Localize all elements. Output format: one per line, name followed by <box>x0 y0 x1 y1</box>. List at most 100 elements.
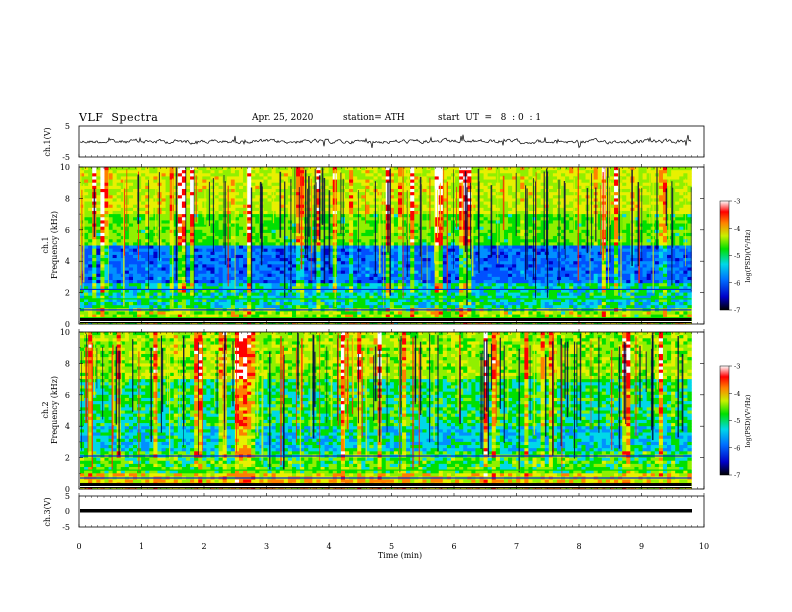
spectrogram-cell <box>141 248 146 253</box>
spectrogram-cell <box>365 258 370 262</box>
spectrogram-cell <box>202 254 207 259</box>
spectrogram-cell <box>88 289 93 293</box>
spectrogram-cell <box>263 280 268 284</box>
spectrogram-cell <box>475 283 480 287</box>
spectrogram-cell <box>96 223 101 227</box>
spectrogram-cell <box>438 176 444 180</box>
spectrogram-cell <box>475 192 480 196</box>
spectrogram-cell <box>291 192 297 196</box>
spectrogram-cell <box>459 170 464 174</box>
spectrogram-cell <box>177 188 183 193</box>
spectrogram-cell <box>116 179 122 183</box>
spectrogram-cell <box>247 229 252 234</box>
spectrogram-cell <box>471 286 476 290</box>
spectrogram-cell <box>80 170 85 174</box>
spectrogram-cell <box>369 182 374 187</box>
spectrogram-cell <box>287 198 293 202</box>
spectrogram-cell <box>226 173 232 177</box>
spectrogram-cell <box>389 170 395 174</box>
spectrogram-cell <box>149 220 154 224</box>
spectrogram-cell <box>479 254 484 259</box>
spectrogram-cell <box>169 270 175 275</box>
spectrogram-cell <box>455 217 460 221</box>
spectrogram-cell <box>393 210 399 215</box>
spectrogram-cell <box>100 251 105 256</box>
spectrogram-cell <box>120 283 126 287</box>
spectrogram-cell <box>414 280 419 284</box>
spectrogram-cell <box>80 292 85 297</box>
spectrogram-cell <box>406 314 411 319</box>
spectrogram-cell <box>471 204 476 209</box>
spectrogram-cell <box>141 167 146 171</box>
spectrogram-cell <box>198 298 203 303</box>
spectrogram-cell <box>112 305 117 309</box>
spectrogram-cell <box>145 273 150 278</box>
spectrogram-cell <box>226 311 232 315</box>
spectrogram-cell <box>190 295 195 300</box>
spectrogram-cell <box>120 245 126 249</box>
spectrogram-cell <box>406 273 411 278</box>
spectrogram-cell <box>210 185 215 190</box>
spectrogram-cell <box>226 201 232 205</box>
spectrogram-cell <box>96 314 101 319</box>
spectrogram-cell <box>385 173 391 177</box>
spectrogram-cell <box>377 179 382 183</box>
spectrogram-cell <box>108 214 113 218</box>
spectrogram-cell <box>263 192 268 196</box>
spectrogram-cell <box>214 226 219 231</box>
spectrogram-cell <box>141 182 146 187</box>
spectrogram-cell <box>434 295 440 300</box>
spectrogram-cell <box>128 170 134 174</box>
spectrogram-cell <box>100 210 105 215</box>
spectrogram-cell <box>190 176 195 180</box>
spectrogram-cell <box>190 248 195 253</box>
spectrogram-cell <box>320 239 325 243</box>
spectrogram-cell <box>291 236 297 240</box>
spectrogram-cell <box>141 245 146 249</box>
spectrogram-cell <box>161 192 166 196</box>
spectrogram-cell <box>397 305 403 309</box>
spectrogram-cell <box>402 258 407 262</box>
spectrogram-cell <box>446 270 452 275</box>
spectrogram-cell <box>218 276 223 281</box>
spectrogram-cell <box>434 179 440 183</box>
spectrogram-cell <box>267 298 272 303</box>
spectrogram-cell <box>185 286 191 290</box>
spectrogram-cell <box>267 201 272 205</box>
spectrogram-cell <box>340 305 346 309</box>
spectrogram-cell <box>446 188 452 193</box>
spectrogram-cell <box>210 176 215 180</box>
spectrogram-cell <box>149 179 154 183</box>
spectrogram-cell <box>177 248 183 253</box>
spectrogram-cell <box>361 232 366 237</box>
spectrogram-cell <box>137 182 142 187</box>
spectrogram-cell <box>251 245 256 249</box>
spectrogram-cell <box>96 188 101 193</box>
spectrogram-cell <box>336 258 342 262</box>
spectrogram-cell <box>230 236 236 240</box>
spectrogram-cell <box>426 267 431 271</box>
spectrogram-cell <box>96 286 101 290</box>
spectrogram-cell <box>446 248 452 253</box>
spectrogram-cell <box>84 182 89 187</box>
spectrogram-cell <box>397 273 403 278</box>
spectrogram-cell <box>161 298 166 303</box>
spectrogram-cell <box>116 245 122 249</box>
spectrogram-cell <box>177 276 183 281</box>
spectrogram-cell <box>243 170 248 174</box>
spectrogram-cell <box>393 251 399 256</box>
spectrogram-cell <box>267 170 272 174</box>
spectrogram-cell <box>365 188 370 193</box>
spectrogram-cell <box>324 242 329 246</box>
spectrogram-cell <box>328 220 334 224</box>
spectrogram-cell <box>426 179 431 183</box>
spectrogram-cell <box>177 185 183 190</box>
spectrogram-cell <box>414 217 419 221</box>
spectrogram-cell <box>275 267 281 271</box>
spectrogram-cell <box>120 251 126 256</box>
spectrogram-cell <box>210 314 215 319</box>
spectrogram-cell <box>120 239 126 243</box>
spectrogram-cell <box>438 223 444 227</box>
spectrogram-cell <box>426 283 431 287</box>
spectrogram-cell <box>279 182 285 187</box>
